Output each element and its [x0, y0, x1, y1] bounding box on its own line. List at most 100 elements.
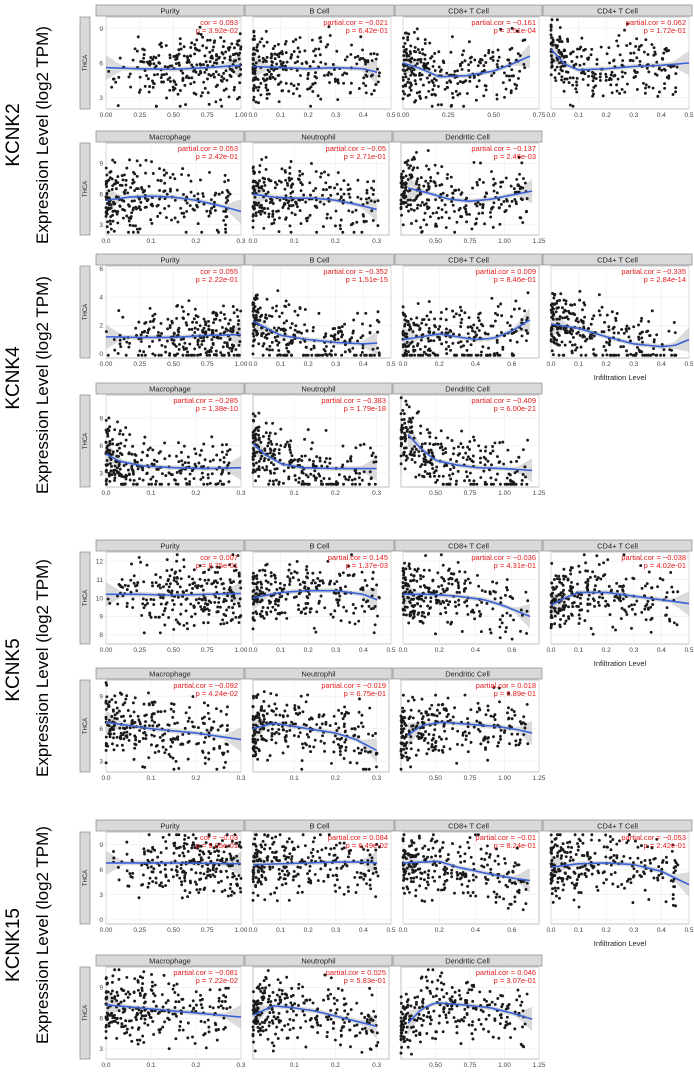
data-point — [268, 201, 272, 205]
data-point — [402, 571, 406, 575]
data-point — [161, 613, 165, 617]
data-point — [278, 595, 282, 599]
data-point — [187, 173, 191, 177]
data-point — [156, 214, 160, 218]
data-point — [251, 301, 255, 304]
data-point — [488, 627, 492, 631]
data-point — [133, 172, 137, 176]
data-point — [165, 339, 169, 343]
data-point — [483, 331, 487, 335]
data-point — [337, 591, 341, 595]
data-point — [257, 55, 261, 59]
data-point — [415, 195, 419, 199]
data-point — [254, 100, 258, 104]
data-point — [113, 473, 117, 477]
data-point — [596, 600, 600, 604]
data-point — [289, 326, 293, 330]
data-point — [297, 457, 301, 461]
data-point — [253, 451, 257, 455]
x-axis-label: Infiltration Level — [594, 373, 647, 382]
data-point — [256, 310, 260, 314]
data-point — [311, 578, 315, 582]
data-point — [416, 37, 420, 41]
data-point — [621, 75, 625, 79]
data-point — [255, 184, 258, 188]
data-point — [193, 52, 197, 56]
data-point — [141, 597, 145, 601]
data-point — [503, 95, 506, 99]
data-point — [260, 454, 264, 458]
trend-line — [106, 592, 242, 597]
data-point — [318, 459, 322, 463]
data-point — [219, 98, 223, 102]
gene-label-kcnk5: KCNK5 — [3, 638, 24, 702]
data-point — [268, 348, 272, 352]
data-point — [436, 335, 440, 339]
data-point — [425, 428, 429, 432]
data-point — [237, 574, 241, 578]
data-point — [459, 325, 463, 329]
data-point — [254, 461, 258, 465]
data-point — [175, 471, 179, 474]
data-point — [294, 478, 298, 482]
data-point — [270, 222, 274, 226]
data-point — [328, 185, 332, 189]
data-point — [438, 338, 442, 342]
data-point — [108, 443, 112, 447]
correlation-annotation: cor = 0.055 — [200, 267, 238, 276]
data-point — [171, 598, 175, 602]
data-point — [402, 576, 405, 580]
cancer-label: THCA — [83, 590, 89, 606]
data-point — [413, 445, 417, 449]
data-point — [211, 341, 215, 345]
data-point — [148, 611, 152, 615]
data-point — [151, 314, 155, 318]
data-point — [277, 349, 281, 352]
data-point — [128, 478, 132, 482]
data-point — [595, 62, 599, 66]
data-point — [105, 683, 109, 687]
data-point — [171, 756, 175, 760]
data-point — [268, 601, 272, 605]
data-point — [228, 45, 232, 49]
data-point — [207, 324, 211, 328]
data-point — [593, 588, 597, 592]
data-point — [447, 582, 451, 585]
data-point — [239, 586, 243, 590]
data-point — [598, 313, 602, 317]
data-point — [664, 46, 668, 50]
data-point — [403, 561, 407, 565]
data-point — [271, 605, 275, 609]
data-point — [452, 466, 456, 470]
data-point — [322, 347, 326, 351]
data-point — [652, 46, 656, 50]
data-point — [151, 448, 155, 452]
data-point — [647, 607, 650, 611]
data-point — [271, 209, 275, 213]
data-point — [167, 616, 171, 619]
data-point — [458, 92, 462, 96]
data-point — [456, 560, 460, 564]
data-point — [175, 590, 179, 594]
data-point — [555, 299, 559, 303]
trend-line — [252, 589, 378, 601]
confidence-band — [407, 422, 533, 483]
data-point — [400, 213, 403, 217]
data-point — [417, 450, 421, 454]
panel-title: B Cell — [309, 542, 329, 551]
data-point — [237, 319, 241, 323]
data-point — [549, 329, 553, 333]
data-point — [480, 600, 484, 604]
data-point — [632, 51, 636, 55]
data-point — [458, 62, 462, 66]
data-point — [275, 588, 279, 591]
data-point — [643, 607, 647, 611]
data-point — [355, 220, 359, 224]
data-point — [120, 174, 124, 178]
data-point — [338, 594, 342, 598]
data-point — [566, 37, 569, 41]
data-point — [158, 575, 162, 579]
data-point — [312, 49, 316, 53]
data-point — [311, 82, 315, 86]
data-point — [408, 86, 412, 90]
